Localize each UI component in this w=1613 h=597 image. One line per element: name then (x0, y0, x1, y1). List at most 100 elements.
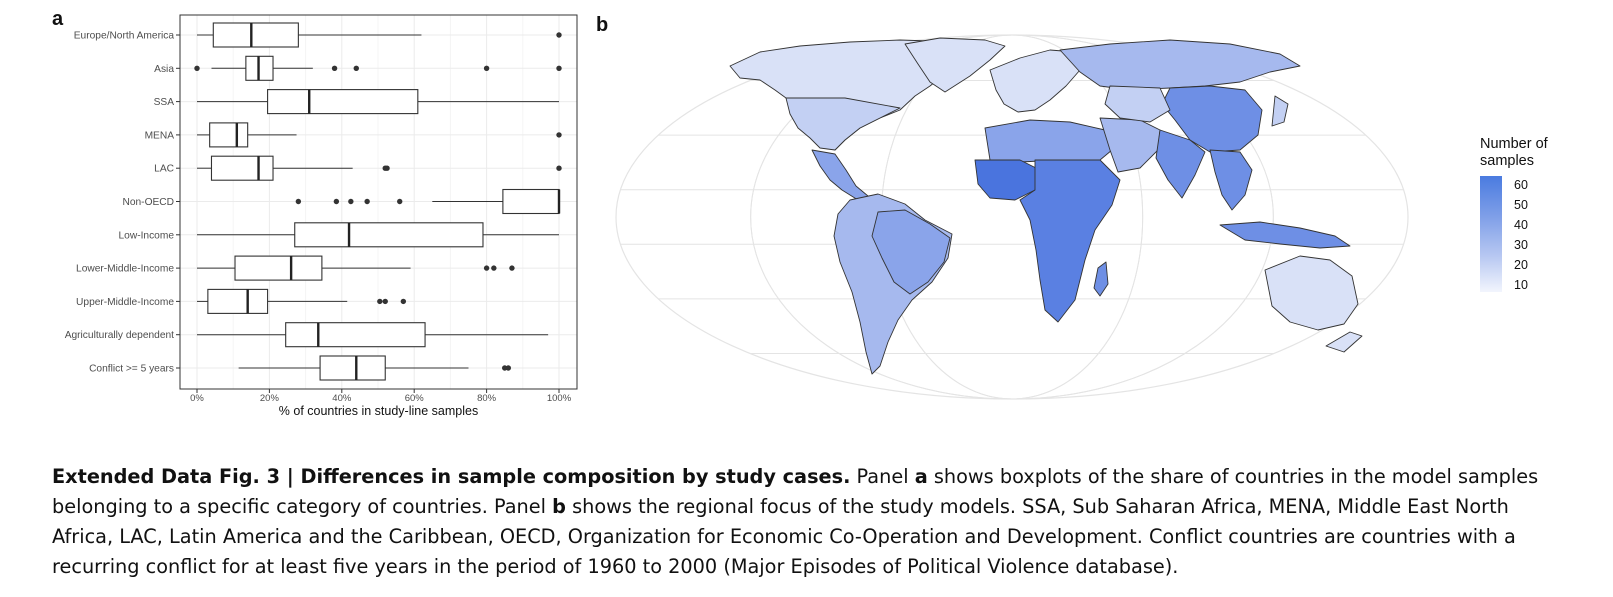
outlier-point (397, 198, 403, 205)
box-iqr (234, 255, 323, 281)
country-russia (1059, 39, 1301, 91)
box-agriculturally-dependent (197, 322, 549, 348)
y-tick-label: Lower-Middle-Income (76, 264, 174, 275)
outlier-point (333, 198, 340, 205)
caption-bold-b: b (552, 495, 566, 518)
caption-text-2: shows boxplots of the share of countries… (52, 465, 1539, 518)
box-lac (197, 155, 562, 181)
box-iqr (267, 89, 419, 115)
country-japan (1271, 95, 1289, 127)
outlier-point (353, 65, 359, 72)
outlier-point (556, 32, 562, 38)
country-central-east-africa (1019, 159, 1121, 323)
legend-title: Number of samples (1480, 136, 1548, 169)
country-china (1161, 85, 1263, 153)
x-tick-label: 0% (190, 393, 204, 404)
x-tick-label: 60% (405, 393, 425, 404)
country-central-asia (1104, 85, 1171, 123)
box-iqr (285, 322, 426, 348)
box-iqr (212, 22, 299, 48)
figure-caption: Extended Data Fig. 3 | Differences in sa… (52, 462, 1572, 582)
outlier-point (331, 65, 338, 72)
box-iqr (294, 222, 484, 248)
country-mexico-central-america (811, 149, 869, 201)
box-conflict-5-years (238, 355, 512, 381)
box-asia (194, 55, 562, 81)
outlier-point (483, 65, 490, 72)
box-europe-north-america (197, 22, 562, 48)
box-iqr (502, 188, 560, 215)
map-countries (729, 37, 1363, 375)
caption-text-1: Panel (850, 465, 915, 488)
country-europe (989, 49, 1081, 113)
box-mena (197, 122, 562, 148)
y-tick-label: MENA (145, 130, 175, 141)
x-tick-label: 80% (477, 393, 497, 404)
y-tick-label: Non-OECD (122, 197, 174, 208)
outlier-point (382, 298, 388, 305)
x-tick-label: 100% (547, 393, 572, 404)
x-tick-label: 20% (260, 393, 280, 404)
y-tick-label: Upper-Middle-Income (76, 297, 174, 308)
caption-text-3: shows the regional focus of the study mo… (52, 495, 1516, 578)
box-iqr (207, 288, 269, 314)
box-low-income (197, 222, 559, 248)
outlier-point (384, 165, 390, 171)
country-greenland (904, 37, 1006, 93)
box-lower-middle-income (197, 255, 515, 281)
country-new-zealand (1325, 331, 1363, 353)
y-tick-label: Low-Income (119, 230, 175, 241)
country-west-africa (974, 159, 1041, 201)
country-madagascar (1093, 261, 1109, 297)
map-legend: Number of samples 60 50 40 30 20 10 (1480, 136, 1590, 292)
plot-border (179, 14, 578, 390)
legend-tick-label: 30 (1514, 238, 1528, 252)
box-ssa (197, 89, 559, 115)
y-tick-label: LAC (154, 164, 174, 175)
outlier-point (556, 165, 562, 171)
caption-bold-a: a (914, 465, 928, 488)
box-iqr (209, 122, 249, 148)
country-southeast-asia (1209, 149, 1253, 211)
y-tick-label: SSA (154, 97, 175, 108)
box-iqr (210, 155, 274, 181)
outlier-point (556, 65, 562, 72)
legend-tick-label: 40 (1514, 218, 1528, 232)
y-tick-label: Agriculturally dependent (65, 330, 174, 341)
outlier-point (509, 265, 515, 271)
outlier-point (491, 265, 497, 271)
x-tick-label: 40% (332, 393, 352, 404)
legend-tick-label: 10 (1514, 278, 1528, 292)
legend-tick-label: 50 (1514, 198, 1528, 212)
outlier-point (194, 65, 200, 72)
boxplot-chart: Europe/North America Asia SSA MENA LAC Non-OE… (65, 14, 578, 418)
box-upper-middle-income (197, 288, 407, 314)
country-south-asia (1155, 129, 1206, 199)
outlier-point (377, 298, 383, 305)
y-tick-label: Asia (154, 64, 174, 75)
panel-b-label: b (596, 14, 609, 36)
legend-tick-label: 60 (1514, 178, 1528, 192)
legend-colorbar (1480, 176, 1502, 292)
box-non-oecd (295, 188, 561, 215)
country-usa (785, 97, 901, 151)
caption-label: Extended Data Fig. 3 | Differences in sa… (52, 465, 851, 488)
country-indonesia (1219, 221, 1351, 249)
country-middle-east (1099, 117, 1161, 173)
outlier-point (295, 198, 302, 205)
legend-tick-label: 20 (1514, 258, 1528, 272)
outlier-point (348, 198, 354, 205)
country-brazil (871, 209, 951, 295)
country-north-africa (984, 119, 1113, 163)
outlier-point (364, 198, 370, 205)
y-tick-label: Europe/North America (74, 31, 175, 42)
outlier-point (483, 265, 490, 271)
panel-a-label: a (52, 8, 64, 30)
box-iqr (319, 355, 386, 381)
outlier-point (400, 298, 407, 305)
outlier-point (505, 365, 512, 371)
country-australia (1264, 255, 1359, 331)
choropleth-map (615, 34, 1409, 400)
outlier-point (556, 132, 562, 138)
x-axis-label: % of countries in study-line samples (279, 404, 478, 418)
